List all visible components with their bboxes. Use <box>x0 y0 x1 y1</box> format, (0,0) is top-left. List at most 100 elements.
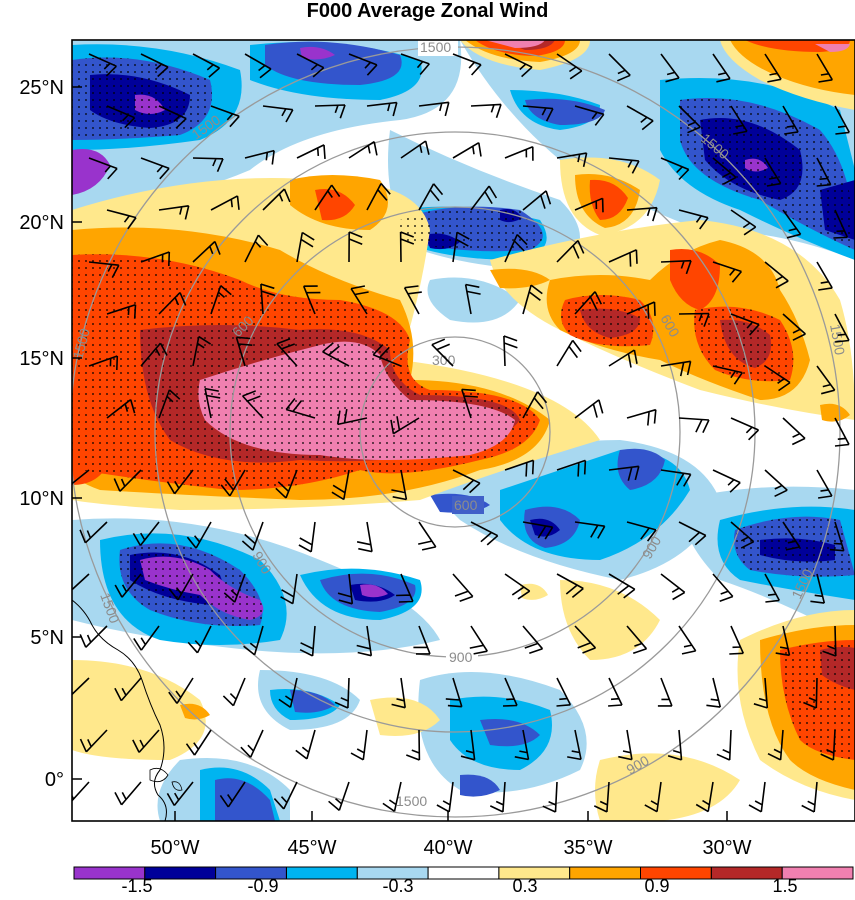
wind-barb <box>132 521 160 546</box>
wind-barb <box>460 729 476 761</box>
wind-barb <box>608 465 640 481</box>
wind-barb <box>243 625 264 656</box>
wind-barb <box>72 677 90 696</box>
wind-barb <box>140 342 168 367</box>
wind-barb <box>210 105 240 128</box>
wind-barb <box>418 521 437 551</box>
wind-barb <box>748 781 766 813</box>
wind-barb <box>626 408 657 426</box>
wind-barb <box>556 339 582 367</box>
wind-barb <box>470 185 498 211</box>
wind-barb <box>542 781 558 813</box>
wind-barb <box>322 342 350 367</box>
wind-barb <box>556 459 587 477</box>
wind-barb <box>337 573 354 605</box>
wind-barb <box>452 231 470 263</box>
lat-label-25n: 25°N <box>19 77 64 99</box>
wind-barb <box>678 209 709 230</box>
wind-barb <box>88 355 119 371</box>
wind-barb <box>626 625 648 655</box>
wind-barb <box>820 729 836 761</box>
wind-barb <box>626 301 656 319</box>
wind-barb <box>504 459 535 477</box>
wind-barb <box>503 834 523 863</box>
wind-barb <box>660 573 686 601</box>
wind-barb <box>608 573 636 599</box>
wind-barb <box>348 53 378 76</box>
wind-barb <box>644 781 662 813</box>
wind-barb <box>210 195 240 211</box>
wind-barb <box>418 183 444 211</box>
wind-barb <box>278 677 298 708</box>
wind-barb <box>88 53 117 77</box>
wind-barb <box>244 53 272 79</box>
wind-barb <box>240 729 264 758</box>
ring-label-1500-right: 1500 <box>827 323 848 357</box>
wind-barb <box>210 284 232 315</box>
wind-barb <box>285 398 316 419</box>
wind-barb <box>106 398 136 419</box>
wind-barb <box>695 781 714 813</box>
wind-barb <box>235 336 253 367</box>
lon-axis <box>174 811 728 821</box>
wind-barb <box>522 105 554 122</box>
wind-barb <box>803 677 818 709</box>
wind-barb <box>834 313 850 343</box>
wind-barb <box>88 157 118 180</box>
wind-barb <box>816 469 833 499</box>
wind-barb <box>712 157 737 185</box>
wind-barb <box>574 625 597 654</box>
wind-barb <box>452 469 481 494</box>
wind-barb <box>79 729 108 753</box>
wind-barb <box>396 573 414 603</box>
plot-title: F000 Average Zonal Wind <box>306 0 549 22</box>
colorbar-label-1-5: 1.5 <box>772 876 797 896</box>
wind-barb <box>764 53 782 83</box>
wind-barb <box>344 834 367 861</box>
wind-barb <box>350 285 369 315</box>
wind-barb <box>348 231 363 263</box>
wind-barb <box>238 834 263 859</box>
wind-barb <box>764 365 791 392</box>
wind-barb <box>574 197 604 213</box>
wind-barb <box>712 573 734 602</box>
wind-barb <box>764 261 789 289</box>
wind-barb <box>522 625 544 655</box>
wind-barb <box>574 105 605 126</box>
wind-barb <box>730 417 760 441</box>
lon-label-45w: 45°W <box>287 837 336 859</box>
wind-barb <box>660 360 692 377</box>
wind-barb <box>334 677 350 709</box>
wind-barb <box>678 312 710 327</box>
wind-barb <box>753 677 769 709</box>
wind-barb <box>296 231 315 263</box>
wind-barb <box>133 625 160 651</box>
lat-label-10n: 10°N <box>19 488 64 510</box>
wind-barb <box>399 231 415 263</box>
wind-barb <box>822 625 837 657</box>
wind-barb <box>593 781 610 813</box>
wind-barb <box>400 140 430 159</box>
wind-barb <box>276 338 298 367</box>
wind-barb <box>782 209 802 239</box>
lon-tick-labels: 50°W 45°W 40°W 35°W 30°W <box>150 837 751 859</box>
wind-barb <box>810 573 826 604</box>
wind-barb <box>185 729 212 756</box>
lat-label-20n: 20°N <box>19 212 64 234</box>
wind-barb <box>390 416 420 435</box>
wind-barb <box>729 625 745 655</box>
wind-barb <box>398 834 419 862</box>
wind-barb <box>192 157 224 173</box>
wind-barb <box>299 625 316 657</box>
wind-barb <box>314 104 346 119</box>
lon-label-30w: 30°W <box>702 837 751 859</box>
wind-barb <box>391 469 408 501</box>
wind-barb <box>140 157 170 180</box>
wind-barb <box>626 206 658 222</box>
wind-barb <box>764 573 781 603</box>
wind-barb <box>730 521 755 549</box>
wind-barb <box>556 53 583 80</box>
wind-barb <box>262 188 291 211</box>
wind-barb <box>469 625 488 655</box>
wind-barb <box>464 283 481 315</box>
